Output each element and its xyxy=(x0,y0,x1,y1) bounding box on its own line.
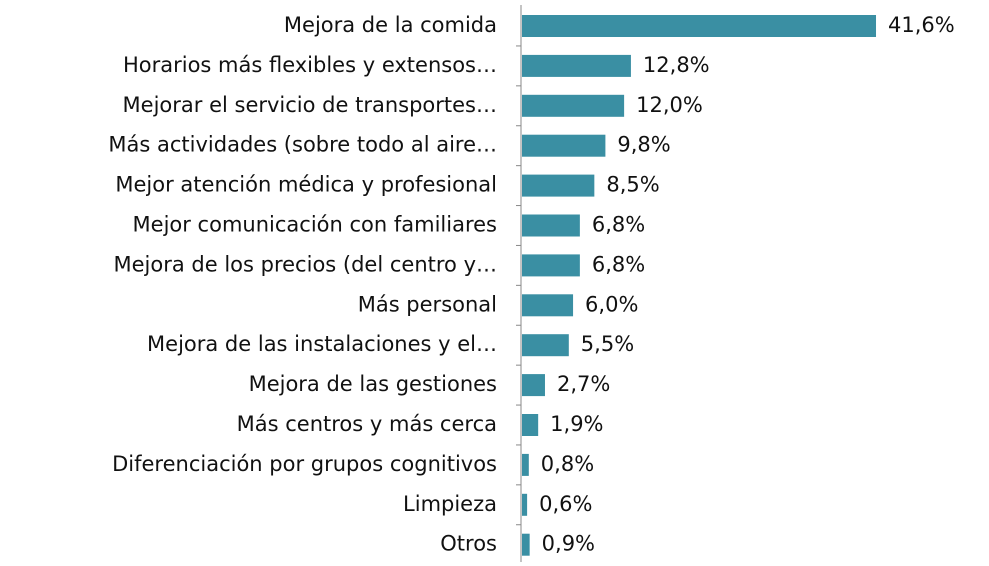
bar xyxy=(522,15,877,37)
value-label: 41,6% xyxy=(888,13,955,37)
value-label: 9,8% xyxy=(617,133,670,157)
value-label: 12,8% xyxy=(643,53,710,77)
bar xyxy=(522,54,631,77)
category-label: Horarios más flexibles y extensos… xyxy=(123,53,497,77)
bar xyxy=(522,493,528,516)
category-label: Más actividades (sobre todo al aire… xyxy=(108,133,497,157)
category-label: Mejorar el servicio de transportes… xyxy=(123,93,497,117)
category-label: Diferenciación por grupos cognitivos xyxy=(112,452,497,476)
bar xyxy=(522,174,595,197)
category-label: Mejora de las gestiones xyxy=(249,372,497,396)
category-label: Otros xyxy=(440,532,497,556)
category-label: Mejora de las instalaciones y el… xyxy=(147,332,497,356)
bar xyxy=(522,414,539,436)
category-label: Mejora de los precios (del centro y… xyxy=(114,252,497,276)
bar xyxy=(522,294,574,317)
value-label: 12,0% xyxy=(636,93,703,117)
category-label: Más personal xyxy=(358,292,497,316)
category-label: Mejora de la comida xyxy=(284,13,497,37)
category-label: Mejor atención médica y profesional xyxy=(115,173,497,197)
value-label: 6,8% xyxy=(592,252,645,276)
category-label: Mejor comunicación con familiares xyxy=(133,213,497,237)
category-label: Más centros y más cerca xyxy=(237,412,497,436)
value-label: 5,5% xyxy=(581,332,634,356)
bar xyxy=(522,254,580,277)
bar xyxy=(522,453,529,476)
bar xyxy=(522,94,625,117)
bar xyxy=(522,134,606,157)
value-label: 8,5% xyxy=(606,173,659,197)
value-label: 6,0% xyxy=(585,292,638,316)
category-label: Limpieza xyxy=(403,492,497,516)
value-label: 0,6% xyxy=(539,492,592,516)
bar xyxy=(522,374,545,397)
bar xyxy=(522,214,580,237)
value-label: 1,9% xyxy=(550,412,603,436)
value-label: 2,7% xyxy=(557,372,610,396)
bar xyxy=(522,334,569,357)
bar xyxy=(522,533,530,556)
value-label: 6,8% xyxy=(592,213,645,237)
value-label: 0,8% xyxy=(541,452,594,476)
value-label: 0,9% xyxy=(542,532,595,556)
